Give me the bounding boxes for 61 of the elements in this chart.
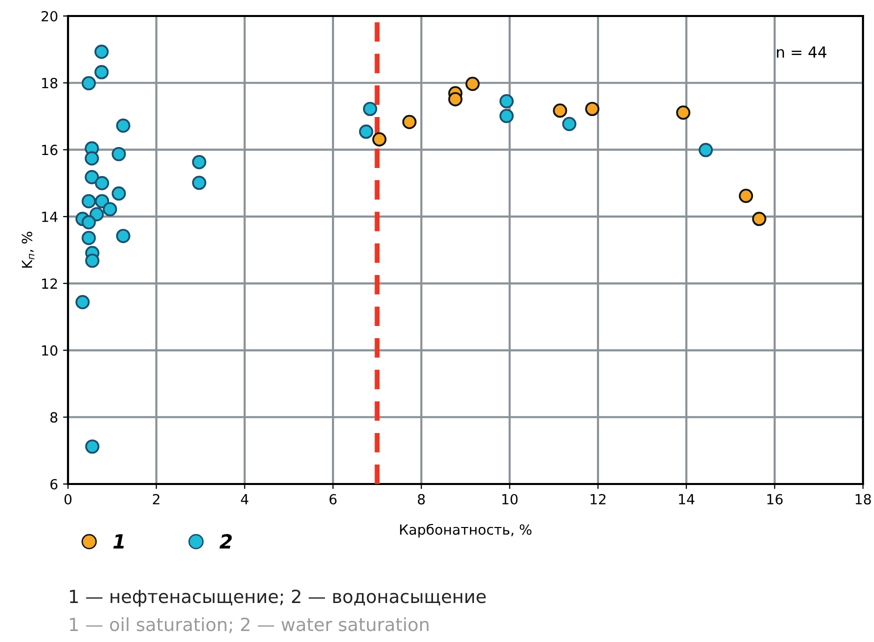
x-tick-label: 14 xyxy=(679,494,694,504)
y-tick-label: 18 xyxy=(42,78,58,88)
point xyxy=(94,176,110,190)
x-tick-label: 2 xyxy=(152,494,160,504)
y-axis-title: K$_{п}$, % xyxy=(22,232,34,268)
point xyxy=(372,132,386,146)
point xyxy=(499,108,514,124)
text: 1 — oil saturation; 2 — water saturation xyxy=(70,617,428,634)
point xyxy=(82,194,96,208)
x-tick-label: 0 xyxy=(64,494,72,504)
y-tick-label: 8 xyxy=(50,412,58,423)
y-tick-label: 6 xyxy=(50,478,58,490)
y-tick-label: 16 xyxy=(42,144,58,156)
point xyxy=(676,105,690,120)
point xyxy=(465,76,480,91)
point xyxy=(94,65,109,80)
legend-label: 2 xyxy=(220,534,232,548)
point xyxy=(84,151,99,166)
x-tick-label: 18 xyxy=(856,494,871,504)
annotation: n = 44 xyxy=(776,46,826,58)
point xyxy=(738,188,754,203)
x-tick-label: 10 xyxy=(502,494,518,504)
point xyxy=(585,102,600,116)
x-tick-label: 16 xyxy=(767,494,783,504)
point xyxy=(402,114,417,130)
y-tick-label: 12 xyxy=(42,278,57,289)
point xyxy=(102,202,118,216)
point xyxy=(192,154,206,170)
point xyxy=(192,176,206,190)
point xyxy=(698,142,713,158)
point xyxy=(84,170,99,184)
x-tick-label: 4 xyxy=(240,494,248,504)
point xyxy=(359,124,374,139)
point xyxy=(82,76,96,90)
x-tick-label: 12 xyxy=(590,494,606,504)
point xyxy=(90,207,104,222)
point xyxy=(94,194,110,208)
point xyxy=(94,44,109,59)
y-tick-label: 20 xyxy=(42,10,58,22)
legend-label: 1 xyxy=(113,534,124,548)
point xyxy=(85,439,100,454)
y-tick-label: 14 xyxy=(42,212,58,222)
point xyxy=(112,146,126,162)
point xyxy=(112,186,126,201)
point xyxy=(116,228,130,244)
point xyxy=(85,254,100,268)
x-axis-title: Карбонатность, % xyxy=(400,524,532,538)
text: 1 — нефтенасыщение; 2 — водонасыщение xyxy=(70,590,486,607)
point xyxy=(562,116,576,132)
point xyxy=(448,92,462,106)
point xyxy=(82,230,96,246)
point xyxy=(75,295,90,310)
x-tick-label: 6 xyxy=(330,494,337,504)
point xyxy=(552,103,568,118)
point xyxy=(499,94,514,108)
y-tick-label: 10 xyxy=(42,345,58,356)
point xyxy=(362,102,378,116)
point xyxy=(752,212,766,226)
x-tick-label: 8 xyxy=(418,494,425,504)
point xyxy=(116,118,130,133)
point xyxy=(82,215,96,230)
